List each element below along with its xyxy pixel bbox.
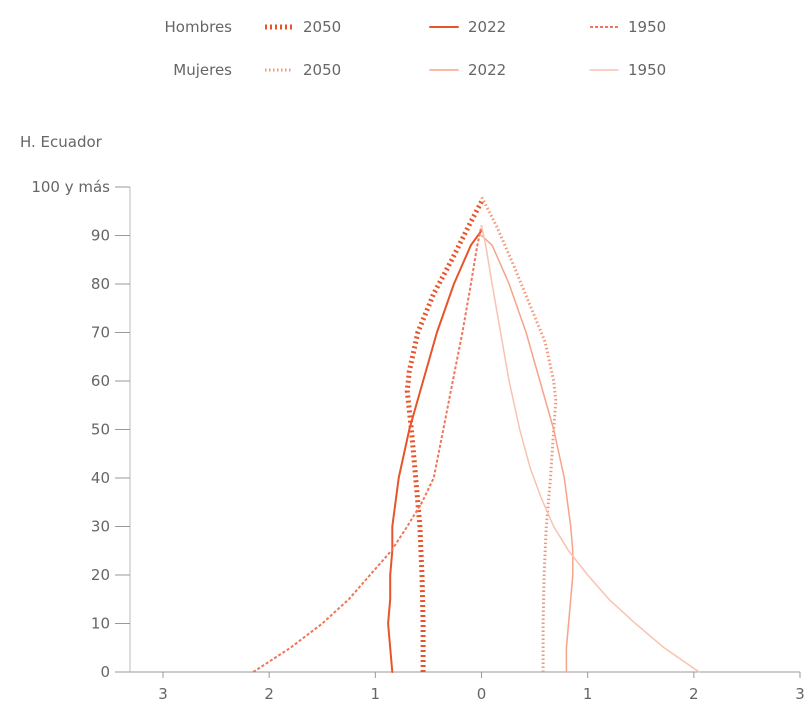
x-tick-label: 3 [795,685,805,703]
legend-row-label: Mujeres [173,61,232,79]
y-tick-label: 80 [91,275,110,293]
chart-title: H. Ecuador [20,133,103,151]
y-tick-label: 90 [91,227,110,245]
legend-entry-label: 2022 [468,61,506,79]
legend-entry-label: 2050 [303,61,341,79]
series-line-hombres-2022 [387,229,483,673]
y-tick-label: 60 [91,372,110,390]
y-tick-label: 30 [91,518,110,536]
y-tick-label: 40 [91,469,110,487]
x-tick-label: 2 [264,685,274,703]
x-tick-label: 1 [583,685,593,703]
legend-entry-label: 1950 [628,18,666,36]
y-tick-label: 10 [91,615,110,633]
legend-entry-label: 1950 [628,61,666,79]
y-tick-label: 20 [91,566,110,584]
x-tick-label: 1 [371,685,381,703]
y-tick-label: 100 y más [31,178,110,196]
series-line-hombres-1950 [252,225,483,673]
x-tick-label: 0 [477,685,487,703]
series-line-mujeres-2022 [480,234,574,673]
series-line-mujeres-1950 [480,225,700,673]
series-line-mujeres-2050 [480,196,558,672]
legend: Hombres 2050 2022 1950 Mujeres 2050 2022 1950 [165,18,667,79]
y-tick-label: 0 [100,663,110,681]
x-tick-label: 2 [689,685,699,703]
y-tick-label: 50 [91,421,110,439]
series-layer [252,196,700,673]
series-line-hombres-2050 [404,200,484,672]
legend-entry-label: 2050 [303,18,341,36]
y-tick-label: 70 [91,324,110,342]
legend-row-label: Hombres [165,18,233,36]
legend-entry-label: 2022 [468,18,506,36]
x-tick-label: 3 [158,685,168,703]
